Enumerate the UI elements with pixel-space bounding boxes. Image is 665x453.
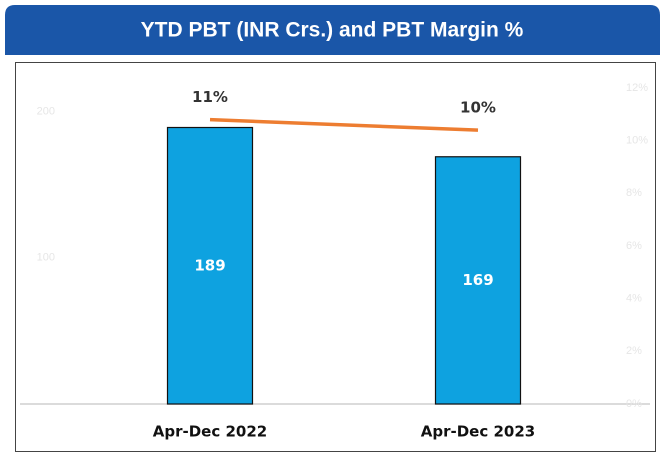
chart-title: YTD PBT (INR Crs.) and PBT Margin % [141,19,524,42]
x-tick-label: Apr-Dec 2023 [421,423,535,441]
y2-tick-label: 6% [626,240,642,252]
y2-tick-label: 0% [626,398,642,410]
bar [166,126,254,405]
margin-line [209,117,479,132]
bar-value-label: 189 [194,256,225,274]
line-value-label: 10% [460,99,496,117]
y2-tick-label: 4% [626,293,642,305]
line-value-label: 11% [192,88,228,106]
chart-frame [15,62,656,452]
y-tick-label: 100 [37,252,55,264]
bar [434,156,522,405]
y2-tick-label: 10% [626,135,648,147]
y-tick-label: 200 [37,105,55,117]
title-banner [5,5,660,55]
y2-tick-label: 8% [626,187,642,199]
x-tick-label: Apr-Dec 2022 [153,423,267,441]
bar-value-label: 169 [462,271,493,289]
y2-tick-label: 12% [626,82,648,94]
y2-tick-label: 2% [626,345,642,357]
